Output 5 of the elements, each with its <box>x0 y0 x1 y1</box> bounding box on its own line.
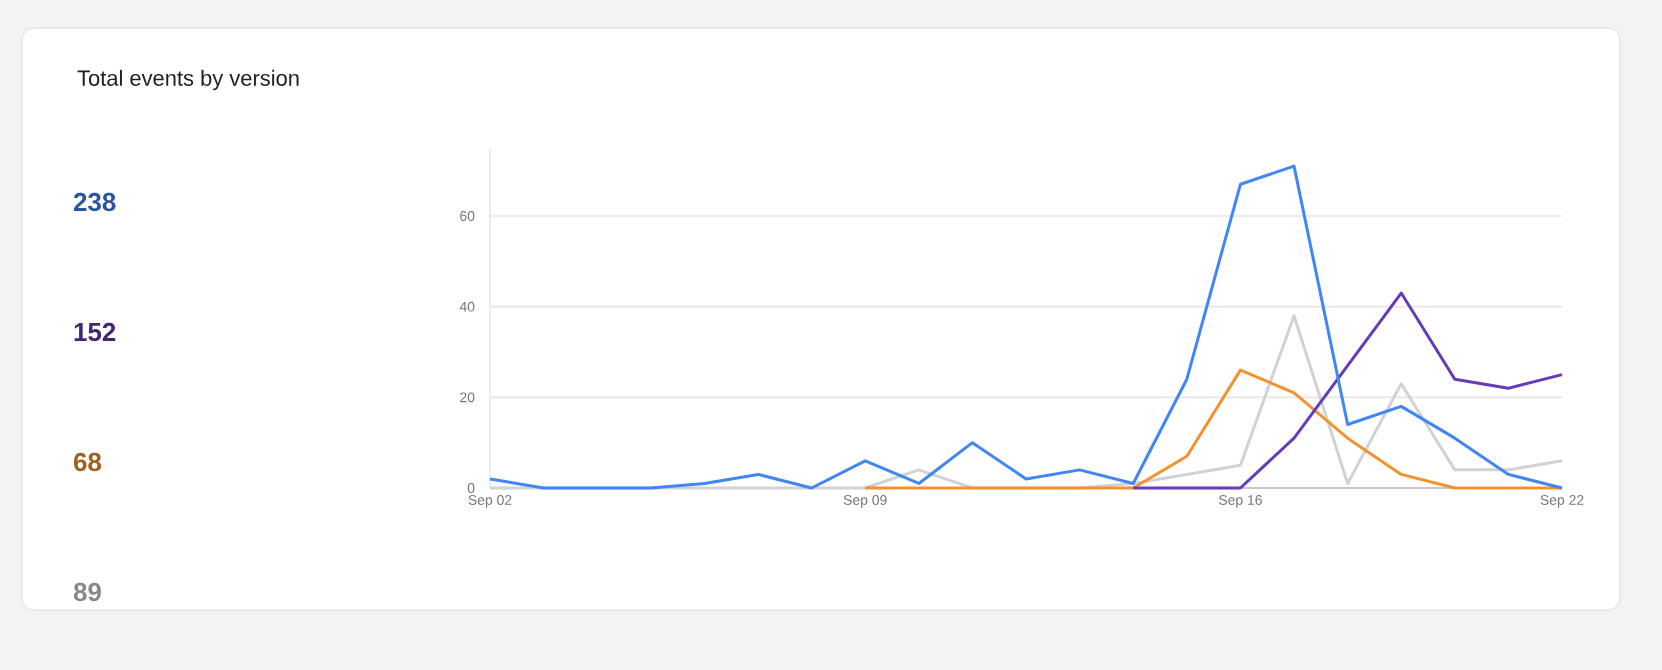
text: 238 <box>73 192 116 212</box>
text: 68 <box>73 452 102 472</box>
text: 152 <box>74 322 116 342</box>
text: Total events by version <box>77 69 299 91</box>
text: 89 <box>73 582 101 602</box>
